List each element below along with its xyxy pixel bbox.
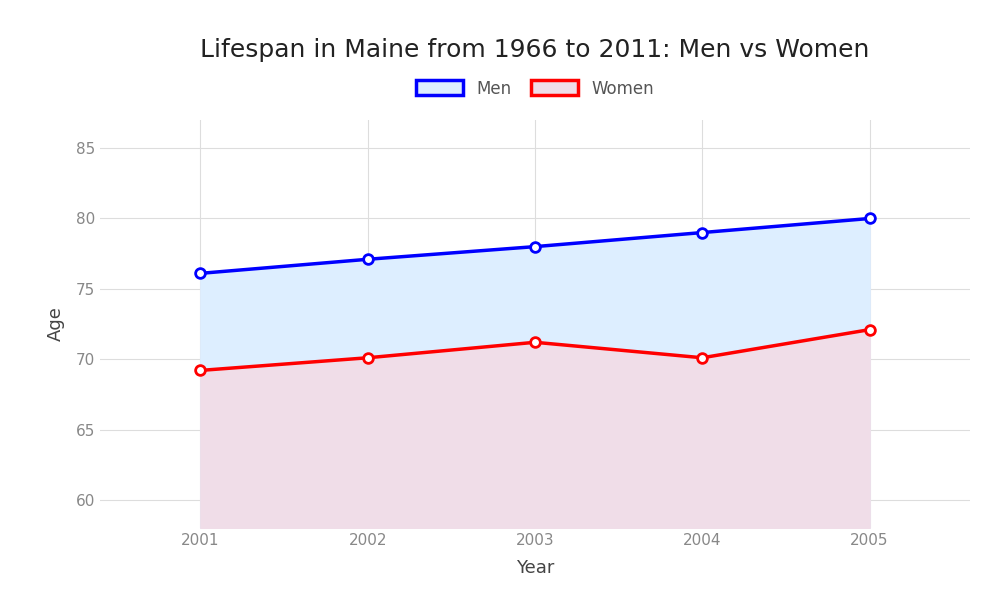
- Title: Lifespan in Maine from 1966 to 2011: Men vs Women: Lifespan in Maine from 1966 to 2011: Men…: [200, 38, 870, 62]
- Y-axis label: Age: Age: [47, 307, 65, 341]
- X-axis label: Year: Year: [516, 559, 554, 577]
- Legend: Men, Women: Men, Women: [408, 71, 662, 106]
